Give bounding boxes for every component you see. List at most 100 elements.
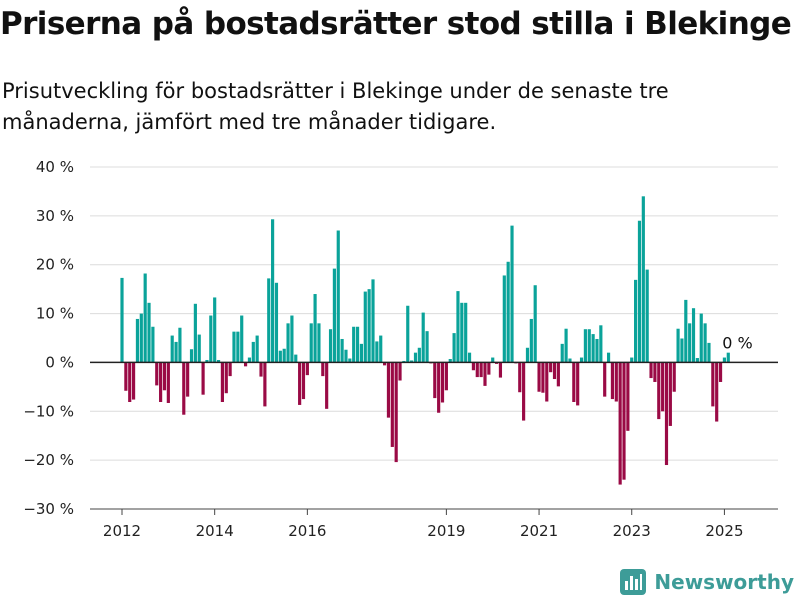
bar	[406, 305, 410, 363]
bar	[452, 333, 456, 363]
bar	[309, 323, 313, 363]
bar	[340, 338, 344, 363]
bar	[379, 335, 383, 363]
bar	[298, 362, 302, 405]
bar	[336, 230, 340, 363]
bar	[193, 303, 197, 363]
chart-subtitle: Prisutveckling för bostadsrätter i Bleki…	[2, 79, 669, 134]
x-tick-label: 2021	[520, 522, 558, 540]
x-tick-label: 2014	[196, 522, 234, 540]
y-tick-label: 40 %	[36, 158, 74, 176]
chart-title: Priserna på bostadsrätter stod stilla i …	[0, 6, 792, 42]
annotations: 0 %	[722, 333, 752, 352]
bar	[243, 362, 248, 367]
bar	[220, 362, 224, 402]
x-tick-label: 2025	[705, 522, 743, 540]
bar	[128, 362, 132, 402]
y-tick-label: 10 %	[36, 305, 74, 323]
bar	[186, 362, 190, 397]
bar	[522, 362, 526, 421]
bar	[325, 362, 329, 409]
bar	[205, 359, 209, 363]
bar	[440, 362, 445, 403]
bar	[467, 352, 472, 363]
bar	[556, 362, 560, 387]
bar	[263, 362, 267, 407]
bar	[413, 352, 418, 363]
bar	[344, 349, 348, 363]
bar	[143, 273, 147, 363]
bar	[637, 220, 642, 363]
bar	[398, 362, 402, 381]
bar	[657, 362, 661, 420]
bar	[695, 358, 699, 363]
bar	[549, 362, 553, 373]
bar	[645, 269, 649, 363]
bar	[676, 328, 680, 363]
bar	[618, 362, 622, 485]
bar	[375, 341, 379, 363]
bar	[464, 302, 468, 363]
bar	[653, 362, 657, 382]
y-axis-labels: −30 % −20 % −10 % 0 % 10 % 20 % 30 % 40 %	[23, 158, 74, 518]
bar	[286, 323, 290, 363]
bar	[162, 362, 167, 391]
bar	[321, 362, 325, 377]
bar	[232, 331, 236, 363]
bar	[622, 362, 626, 480]
bar	[317, 323, 321, 363]
bar	[707, 342, 711, 363]
bar	[151, 326, 155, 363]
bar	[348, 358, 352, 363]
x-tick-label: 2016	[288, 522, 326, 540]
bar	[610, 362, 615, 400]
x-tick-label: 2023	[613, 522, 651, 540]
bar	[363, 291, 367, 363]
bars	[120, 196, 730, 485]
bar	[661, 362, 665, 412]
bar	[213, 297, 217, 363]
bar	[506, 261, 510, 363]
bar	[282, 348, 286, 363]
bar	[170, 335, 174, 363]
bar	[456, 291, 460, 363]
bar	[367, 289, 371, 363]
bar	[479, 362, 483, 378]
bar	[533, 285, 537, 363]
bar	[383, 362, 387, 366]
bar	[564, 328, 568, 363]
bar	[410, 360, 414, 363]
bar	[166, 362, 170, 403]
bar	[159, 362, 163, 402]
bar	[390, 362, 394, 447]
bar	[587, 329, 591, 363]
bar	[437, 362, 441, 413]
bar	[668, 362, 672, 426]
bar	[417, 347, 421, 363]
bar	[155, 362, 159, 386]
bar	[386, 362, 391, 418]
bar	[132, 362, 136, 400]
y-tick-label: −20 %	[23, 451, 74, 469]
bar	[255, 335, 259, 363]
bar	[394, 362, 398, 463]
bar	[664, 362, 669, 466]
bar	[634, 279, 638, 363]
brand-logo: Newsworthy	[620, 569, 794, 595]
bar	[228, 362, 232, 377]
brand-name: Newsworthy	[654, 570, 794, 594]
bar	[247, 357, 252, 363]
bar	[301, 362, 306, 400]
bar	[591, 334, 595, 363]
bar	[278, 350, 282, 363]
bar	[726, 352, 730, 363]
bar-chart-icon	[620, 569, 647, 595]
bar	[216, 359, 221, 363]
x-tick-label: 2012	[103, 522, 141, 540]
bar	[135, 318, 140, 363]
bar	[305, 362, 309, 376]
bar	[595, 338, 599, 363]
bar	[448, 359, 452, 363]
bar	[537, 362, 541, 392]
bar	[236, 331, 240, 363]
